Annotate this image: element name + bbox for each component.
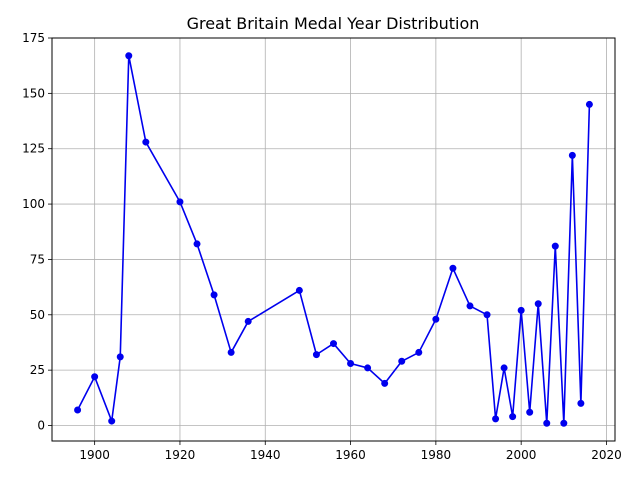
data-point xyxy=(577,399,585,407)
y-tick-label: 100 xyxy=(22,197,45,211)
data-point xyxy=(176,198,184,206)
data-point xyxy=(432,315,440,323)
plot-area-border xyxy=(51,37,616,442)
data-point xyxy=(227,348,235,356)
data-point xyxy=(244,317,252,325)
data-point xyxy=(466,302,474,310)
data-point xyxy=(509,413,517,421)
data-point xyxy=(398,357,406,365)
data-point xyxy=(381,379,389,387)
y-tick-label: 150 xyxy=(22,86,45,100)
y-tick-label: 50 xyxy=(30,308,45,322)
data-point xyxy=(568,151,576,159)
data-point xyxy=(585,100,593,108)
data-point xyxy=(551,242,559,250)
x-tick-label: 2020 xyxy=(591,448,622,462)
chart-title: Great Britain Medal Year Distribution xyxy=(187,14,480,33)
data-point xyxy=(347,360,355,367)
data-point xyxy=(415,348,423,356)
data-point xyxy=(449,264,457,272)
series-layer xyxy=(74,52,593,427)
data-point xyxy=(74,406,82,414)
data-point xyxy=(492,415,500,423)
grid-lines xyxy=(52,37,615,441)
x-tick-label: 1960 xyxy=(335,448,366,462)
y-axis-ticks: 0 25 50 75 100 125 150 175 xyxy=(22,31,52,433)
x-tick-label: 1900 xyxy=(79,448,110,462)
x-tick-label: 1940 xyxy=(250,448,281,462)
x-tick-label: 1980 xyxy=(421,448,452,462)
data-point xyxy=(312,351,320,359)
x-tick-label: 2000 xyxy=(506,448,537,462)
x-tick-label: 1920 xyxy=(165,448,196,462)
data-point xyxy=(526,408,534,416)
y-tick-label: 125 xyxy=(22,142,45,156)
data-point xyxy=(560,419,568,427)
data-point xyxy=(193,240,201,248)
data-point xyxy=(483,311,491,319)
y-tick-label: 75 xyxy=(30,252,45,266)
data-point xyxy=(364,364,372,372)
data-point xyxy=(500,364,508,372)
data-point xyxy=(91,373,99,381)
data-point xyxy=(517,306,525,314)
data-point xyxy=(142,138,150,146)
x-axis-ticks: 1900 1920 1940 1960 1980 2000 2020 xyxy=(79,441,622,462)
y-tick-label: 25 xyxy=(30,363,45,377)
data-point xyxy=(543,419,551,427)
data-point xyxy=(125,52,133,60)
y-tick-label: 175 xyxy=(22,31,45,45)
data-point xyxy=(295,286,303,294)
data-point xyxy=(210,291,218,299)
data-point xyxy=(534,300,542,308)
data-point xyxy=(330,340,337,348)
data-point xyxy=(116,353,124,361)
series-line xyxy=(76,54,591,425)
y-tick-label: 0 xyxy=(37,419,45,433)
data-point xyxy=(108,417,116,425)
plot-frame xyxy=(51,37,616,442)
